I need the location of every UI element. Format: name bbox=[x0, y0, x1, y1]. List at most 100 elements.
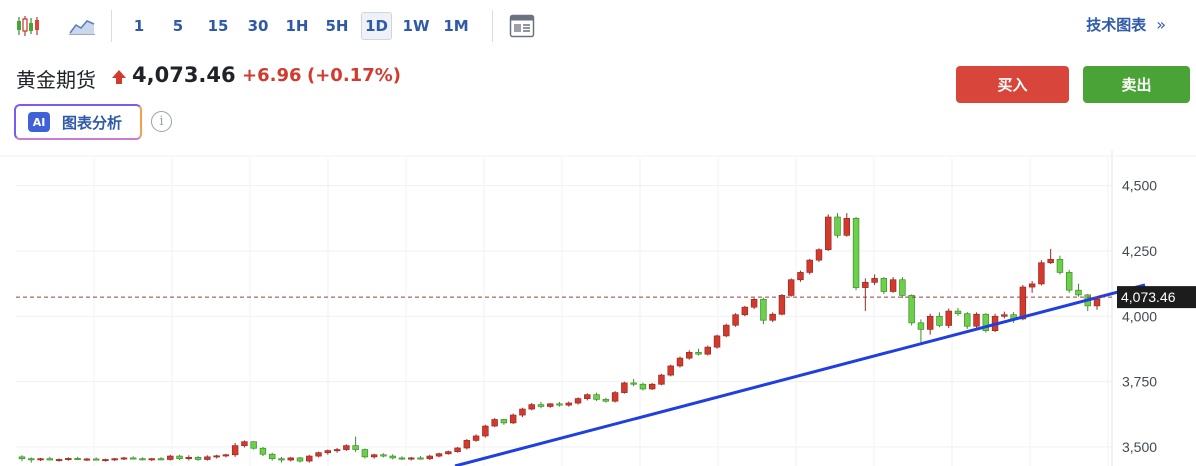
candle-body bbox=[157, 458, 165, 461]
candle-body bbox=[296, 457, 304, 462]
timeframe-1h[interactable]: 1H bbox=[285, 17, 309, 35]
candle bbox=[593, 392, 600, 401]
price-up-arrow-icon bbox=[112, 70, 126, 84]
candle bbox=[55, 458, 63, 462]
candle-body bbox=[954, 310, 962, 315]
y-tick-label: 3,750 bbox=[1122, 374, 1157, 390]
info-icon[interactable]: i bbox=[151, 111, 172, 132]
y-tick-label: 4,500 bbox=[1122, 178, 1157, 194]
candle bbox=[917, 319, 925, 343]
y-tick-label: 4,000 bbox=[1122, 308, 1157, 324]
timeframe-15[interactable]: 15 bbox=[207, 17, 229, 35]
candle-body bbox=[111, 458, 118, 461]
candle-body bbox=[760, 298, 767, 321]
candle-body bbox=[55, 459, 63, 462]
candle-body bbox=[1056, 259, 1064, 273]
candle-body bbox=[426, 455, 433, 460]
candle-body bbox=[417, 457, 424, 460]
candle bbox=[194, 456, 202, 461]
technical-chart-link[interactable]: 技术图表 » bbox=[1086, 14, 1166, 35]
candle bbox=[482, 424, 489, 438]
candle bbox=[834, 213, 841, 238]
candle bbox=[1084, 293, 1091, 312]
news-panel-icon[interactable] bbox=[506, 10, 538, 42]
candle bbox=[1065, 269, 1073, 293]
candle bbox=[556, 402, 563, 407]
toolbar-divider bbox=[111, 10, 112, 42]
candle bbox=[1028, 281, 1036, 293]
candle-body bbox=[324, 450, 332, 454]
candlestick-chart[interactable]: 4,500 4,250 4,000 3,750 3,500 4,073.46 bbox=[0, 150, 1196, 466]
candle bbox=[825, 214, 832, 251]
candle bbox=[1019, 284, 1027, 321]
candle bbox=[1047, 248, 1054, 265]
candle-body bbox=[593, 394, 600, 400]
candle bbox=[899, 277, 906, 299]
candle bbox=[695, 348, 702, 356]
candle-body bbox=[547, 403, 554, 407]
timeframe-1d[interactable]: 1D bbox=[361, 12, 392, 40]
candle-body bbox=[1028, 283, 1036, 288]
buy-button[interactable]: 买入 bbox=[956, 66, 1069, 103]
area-chart-icon[interactable] bbox=[66, 10, 98, 42]
candle-body bbox=[676, 357, 684, 367]
sell-button[interactable]: 卖出 bbox=[1083, 66, 1190, 103]
timeframe-30[interactable]: 30 bbox=[247, 17, 269, 35]
candle-body bbox=[398, 457, 406, 460]
timeframe-1w[interactable]: 1W bbox=[402, 17, 430, 35]
candle bbox=[343, 444, 350, 451]
candle bbox=[602, 397, 610, 403]
candle-body bbox=[834, 216, 841, 236]
candle bbox=[463, 439, 471, 450]
candle bbox=[213, 454, 220, 459]
candle-body bbox=[723, 324, 730, 337]
timeframe-1m[interactable]: 1M bbox=[443, 17, 469, 35]
timeframe-5h[interactable]: 5H bbox=[325, 17, 349, 35]
candle bbox=[65, 457, 72, 461]
last-price-tag-label: 4,073.46 bbox=[1121, 289, 1176, 305]
candle-body bbox=[92, 458, 100, 461]
candle bbox=[241, 440, 248, 448]
timeframe-5[interactable]: 5 bbox=[172, 17, 184, 35]
candle bbox=[129, 456, 137, 460]
candle-body bbox=[194, 457, 202, 460]
candle bbox=[519, 407, 526, 418]
candle bbox=[148, 457, 155, 462]
last-price-tag bbox=[1117, 286, 1196, 309]
candle bbox=[315, 451, 322, 458]
candle-body bbox=[509, 414, 517, 424]
candle bbox=[667, 364, 674, 377]
candle-body bbox=[519, 408, 526, 416]
candle bbox=[102, 458, 109, 462]
candle-body bbox=[648, 383, 656, 390]
instrument-name: 黄金期货 bbox=[16, 68, 96, 92]
candle bbox=[380, 453, 387, 458]
candle bbox=[1075, 283, 1082, 297]
candle-body bbox=[315, 452, 322, 457]
candle bbox=[686, 350, 693, 360]
last-price: 4,073.46 bbox=[132, 63, 236, 87]
candle-body bbox=[1093, 298, 1101, 307]
candlestick-chart-icon[interactable] bbox=[12, 10, 44, 42]
candle bbox=[74, 456, 81, 460]
candle-body bbox=[667, 365, 674, 376]
candle-body bbox=[899, 279, 906, 296]
candle-body bbox=[213, 455, 220, 458]
candle bbox=[157, 457, 165, 461]
price-axis: 4,500 4,250 4,000 3,750 3,500 4,073.46 bbox=[1117, 178, 1196, 455]
candle bbox=[37, 457, 44, 462]
candle-body bbox=[472, 435, 480, 441]
y-tick-label: 4,250 bbox=[1122, 243, 1157, 259]
candle-body bbox=[139, 458, 146, 461]
candle bbox=[704, 345, 711, 356]
ai-chart-analysis-button[interactable]: AI 图表分析 bbox=[14, 104, 142, 140]
timeframe-1[interactable]: 1 bbox=[133, 17, 145, 35]
candle-body bbox=[167, 455, 174, 460]
candle bbox=[537, 402, 545, 409]
candle-body bbox=[862, 281, 869, 288]
candle bbox=[361, 448, 369, 459]
candle-body bbox=[825, 216, 832, 251]
candle bbox=[945, 308, 952, 329]
candle bbox=[500, 418, 508, 425]
candle-body bbox=[500, 419, 508, 424]
